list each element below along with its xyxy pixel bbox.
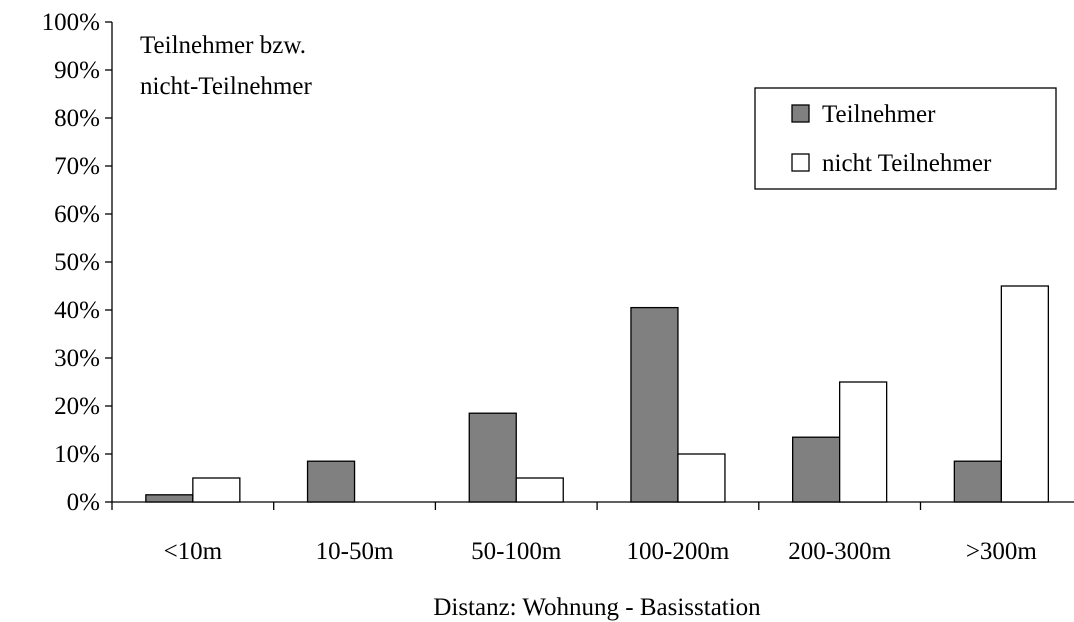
x-tick-label: 200-300m <box>788 538 891 565</box>
x-tick-label: 10-50m <box>316 538 394 565</box>
legend-label-nicht-teilnehmer: nicht Teilnehmer <box>822 150 992 177</box>
y-tick-label: 80% <box>54 105 100 132</box>
x-tick-label: >300m <box>966 538 1038 565</box>
chart-annotation-line-2: nicht-Teilnehmer <box>140 73 312 100</box>
bar-nicht-teilnehmer <box>1000 285 1049 503</box>
bar-teilnehmer <box>953 460 1002 503</box>
bar-teilnehmer <box>306 460 356 503</box>
y-tick-label: 70% <box>54 153 100 180</box>
legend-label-teilnehmer: Teilnehmer <box>822 101 936 128</box>
legend: Teilnehmer nicht Teilnehmer <box>754 87 1057 190</box>
legend-box <box>754 87 1057 190</box>
legend-swatch-teilnehmer <box>791 104 810 123</box>
bar-nicht-teilnehmer <box>677 453 726 503</box>
x-axis: <10m 10-50m 50-100m 100-200m 200-300m >300m <box>111 501 1074 565</box>
y-tick-label: 20% <box>54 393 100 420</box>
chart-annotation-line-1: Teilnehmer bzw. <box>140 32 306 59</box>
y-tick-label: 50% <box>54 249 100 276</box>
bar-teilnehmer <box>792 436 841 503</box>
bar-teilnehmer <box>145 494 194 503</box>
bar-teilnehmer <box>630 306 679 503</box>
legend-swatch-nicht-teilnehmer <box>791 153 810 172</box>
x-axis-title: Distanz: Wohnung - Basisstation <box>433 594 761 621</box>
x-tick-label: <10m <box>164 538 223 565</box>
bar-teilnehmer <box>468 412 517 503</box>
bars <box>145 285 1049 503</box>
y-tick-label: 40% <box>54 297 100 324</box>
y-tick-label: 100% <box>42 9 100 36</box>
y-tick-label: 0% <box>67 489 100 516</box>
y-tick-label: 60% <box>54 201 100 228</box>
x-tick-label: 50-100m <box>471 538 562 565</box>
y-tick-label: 10% <box>54 441 100 468</box>
bar-nicht-teilnehmer <box>192 477 241 503</box>
x-tick-label: 100-200m <box>627 538 730 565</box>
y-tick-label: 90% <box>54 57 100 84</box>
bar-nicht-teilnehmer <box>839 381 888 503</box>
bar-nicht-teilnehmer <box>515 477 564 503</box>
y-axis: 0% 10% 20% 30% 40% 50% 60% 70% 80% 90% 100% <box>42 9 113 516</box>
y-tick-label: 30% <box>54 345 100 372</box>
